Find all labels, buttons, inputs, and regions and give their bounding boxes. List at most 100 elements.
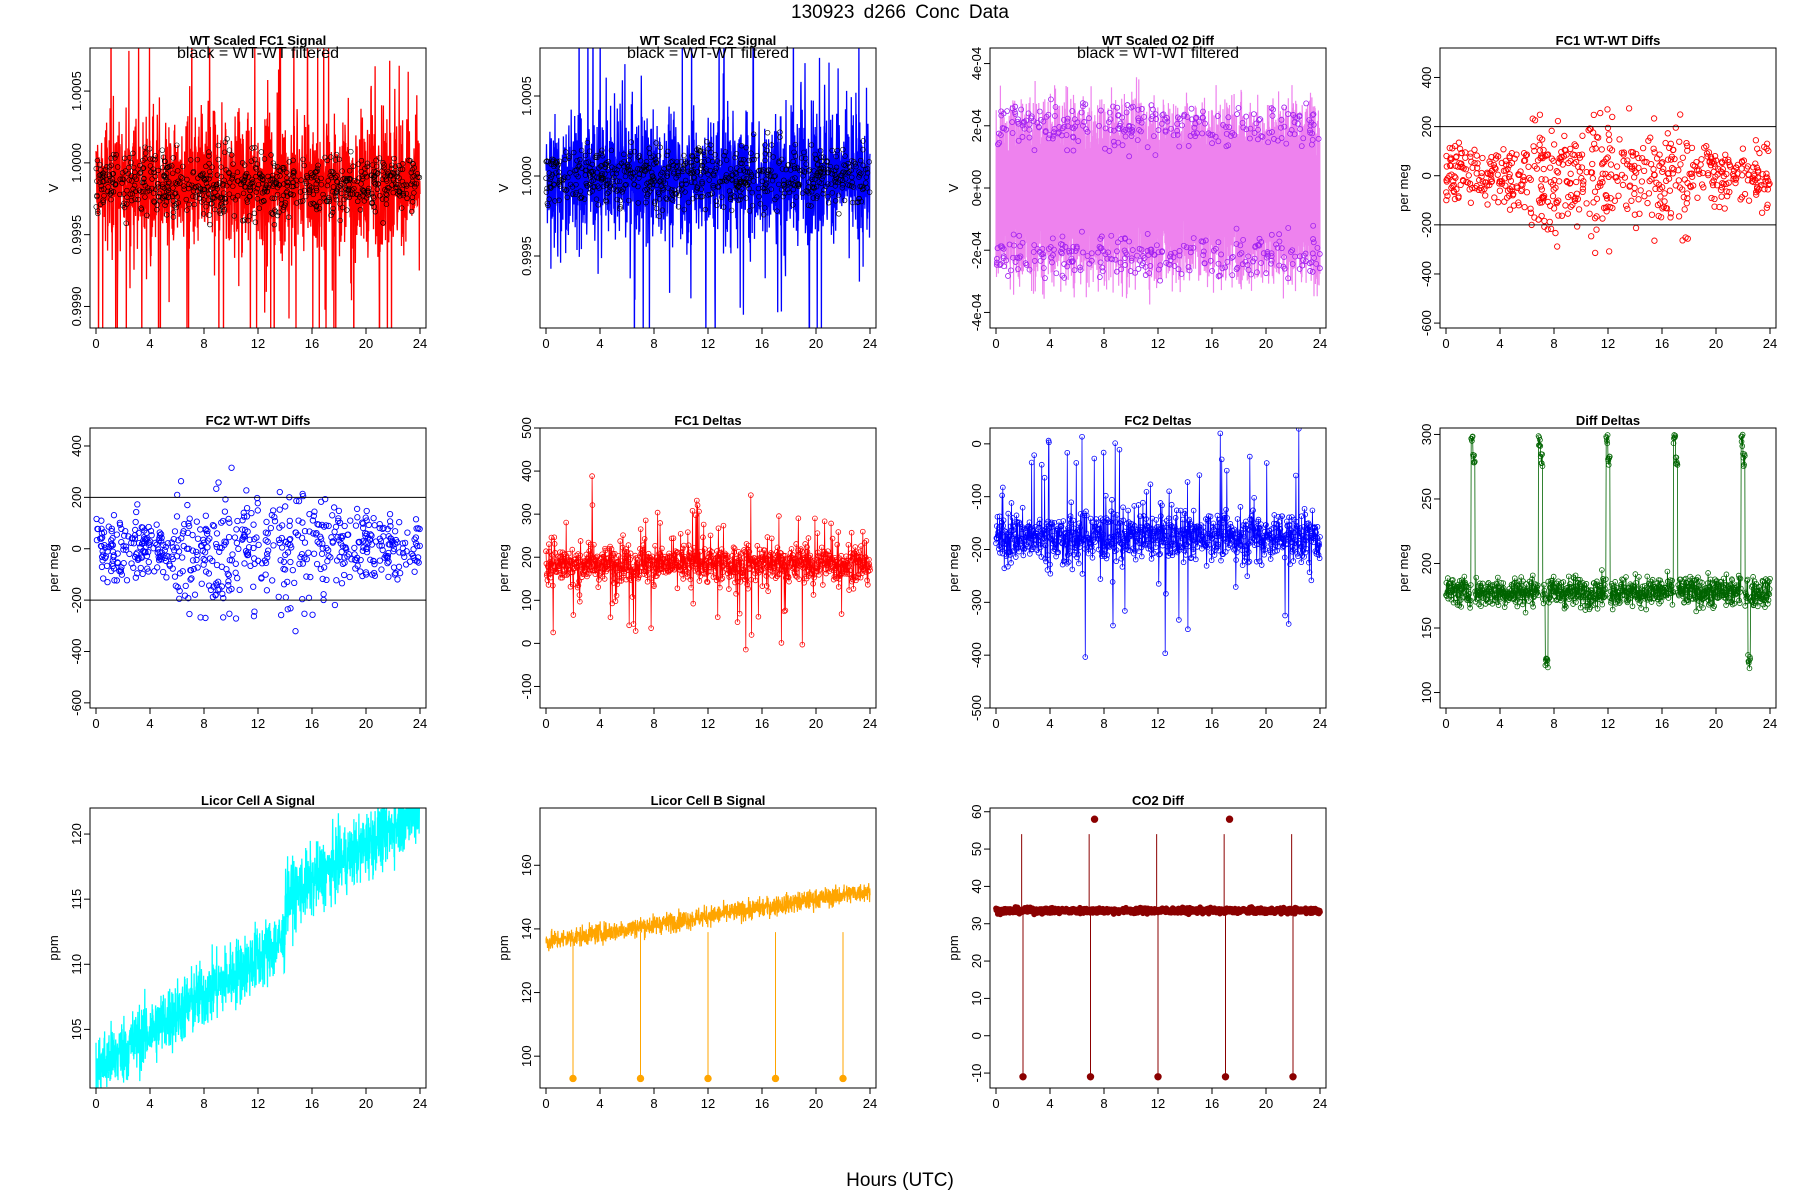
- data-point: [287, 558, 294, 566]
- data-point: [254, 500, 261, 507]
- data-point: [766, 557, 772, 563]
- data-point: [233, 526, 240, 533]
- data-point: [1065, 559, 1072, 565]
- filtered-point: [99, 172, 106, 178]
- data-point: [1482, 192, 1489, 199]
- data-point: [277, 557, 284, 564]
- filtered-point: [97, 179, 103, 185]
- data-point: [171, 528, 179, 535]
- data-point: [657, 520, 663, 526]
- filtered-point: [618, 187, 624, 193]
- data-point: [748, 492, 754, 498]
- data-point: [1001, 545, 1008, 551]
- filtered-point: [346, 194, 352, 201]
- data-point: [1645, 137, 1652, 144]
- data-point: [1047, 561, 1053, 568]
- data-point: [276, 506, 283, 513]
- filtered-point: [670, 192, 676, 198]
- data-point: [1223, 467, 1230, 474]
- data-point: [154, 564, 161, 571]
- data-point: [1000, 484, 1006, 491]
- data-point: [269, 577, 276, 584]
- data-point: [1182, 508, 1189, 514]
- data-point: [364, 545, 371, 552]
- filtered-point: [780, 193, 786, 200]
- data-point: [325, 522, 332, 530]
- data-point: [1758, 209, 1766, 216]
- filtered-point: [199, 192, 205, 198]
- data-point: [378, 542, 385, 549]
- data-point: [1569, 151, 1576, 158]
- data-point: [570, 612, 577, 618]
- filtered-point: [796, 181, 803, 188]
- filtered-point: [1276, 231, 1283, 238]
- data-point: [1120, 517, 1127, 524]
- data-point: [820, 582, 826, 588]
- filtered-point: [774, 194, 780, 200]
- data-point: [282, 594, 289, 601]
- data-point: [162, 543, 170, 550]
- filtered-point: [271, 163, 278, 169]
- data-point: [1631, 211, 1638, 218]
- data-point: [1694, 194, 1701, 201]
- filtered-point: [733, 180, 739, 187]
- filtered-point: [128, 172, 135, 179]
- filtered-point: [1199, 114, 1206, 121]
- data-point: [267, 524, 275, 532]
- y-tick-label: -600: [69, 690, 84, 716]
- data-point: [825, 565, 832, 572]
- filtered-point: [840, 169, 847, 175]
- data-point: [1555, 212, 1562, 219]
- filtered-point: [260, 197, 267, 204]
- data-point: [1621, 174, 1629, 181]
- y-axis-label: V: [946, 183, 961, 192]
- data-point: [263, 550, 271, 558]
- data-point: [1246, 453, 1253, 460]
- filtered-point: [655, 189, 662, 196]
- data-point: [1110, 534, 1117, 540]
- data-point: [850, 586, 857, 592]
- data-point: [171, 573, 179, 580]
- filtered-point: [1310, 121, 1317, 128]
- data-point: [371, 560, 378, 568]
- data-point: [234, 574, 241, 582]
- filtered-point: [1291, 131, 1298, 138]
- data-point: [1527, 209, 1535, 216]
- filtered-point: [376, 155, 383, 161]
- data-point: [114, 550, 121, 557]
- filtered-point: [655, 153, 662, 159]
- data-point: [376, 520, 383, 528]
- filtered-point: [1108, 232, 1115, 239]
- filtered-point: [1229, 272, 1236, 279]
- data-point: [1254, 533, 1261, 540]
- filtered-point: [727, 166, 734, 172]
- filtered-point: [413, 181, 420, 187]
- filtered-point: [1176, 116, 1183, 122]
- filtered-point: [1228, 132, 1234, 139]
- data-point: [1517, 168, 1524, 175]
- data-point: [736, 610, 743, 617]
- data-point: [100, 575, 107, 582]
- data-point: [370, 569, 378, 577]
- filtered-point: [715, 184, 722, 191]
- filtered-point: [685, 199, 692, 206]
- data-point: [352, 522, 360, 529]
- filtered-point: [336, 184, 342, 190]
- data-point: [1679, 154, 1686, 161]
- filtered-point: [563, 187, 569, 194]
- data-point: [1538, 186, 1545, 193]
- data-point: [175, 537, 182, 544]
- filtered-point: [1117, 120, 1124, 127]
- panel-title: FC2 WT-WT Diffs: [206, 413, 311, 428]
- filtered-point: [128, 159, 134, 166]
- data-point: [394, 576, 401, 583]
- filtered-point: [332, 157, 339, 163]
- filtered-point: [1040, 265, 1047, 271]
- filtered-point: [142, 194, 148, 200]
- filtered-point: [748, 173, 754, 179]
- filtered-point: [320, 191, 326, 198]
- filtered-point: [845, 160, 851, 167]
- data-point: [587, 541, 594, 548]
- filtered-point: [1287, 130, 1294, 137]
- data-point: [1212, 544, 1218, 550]
